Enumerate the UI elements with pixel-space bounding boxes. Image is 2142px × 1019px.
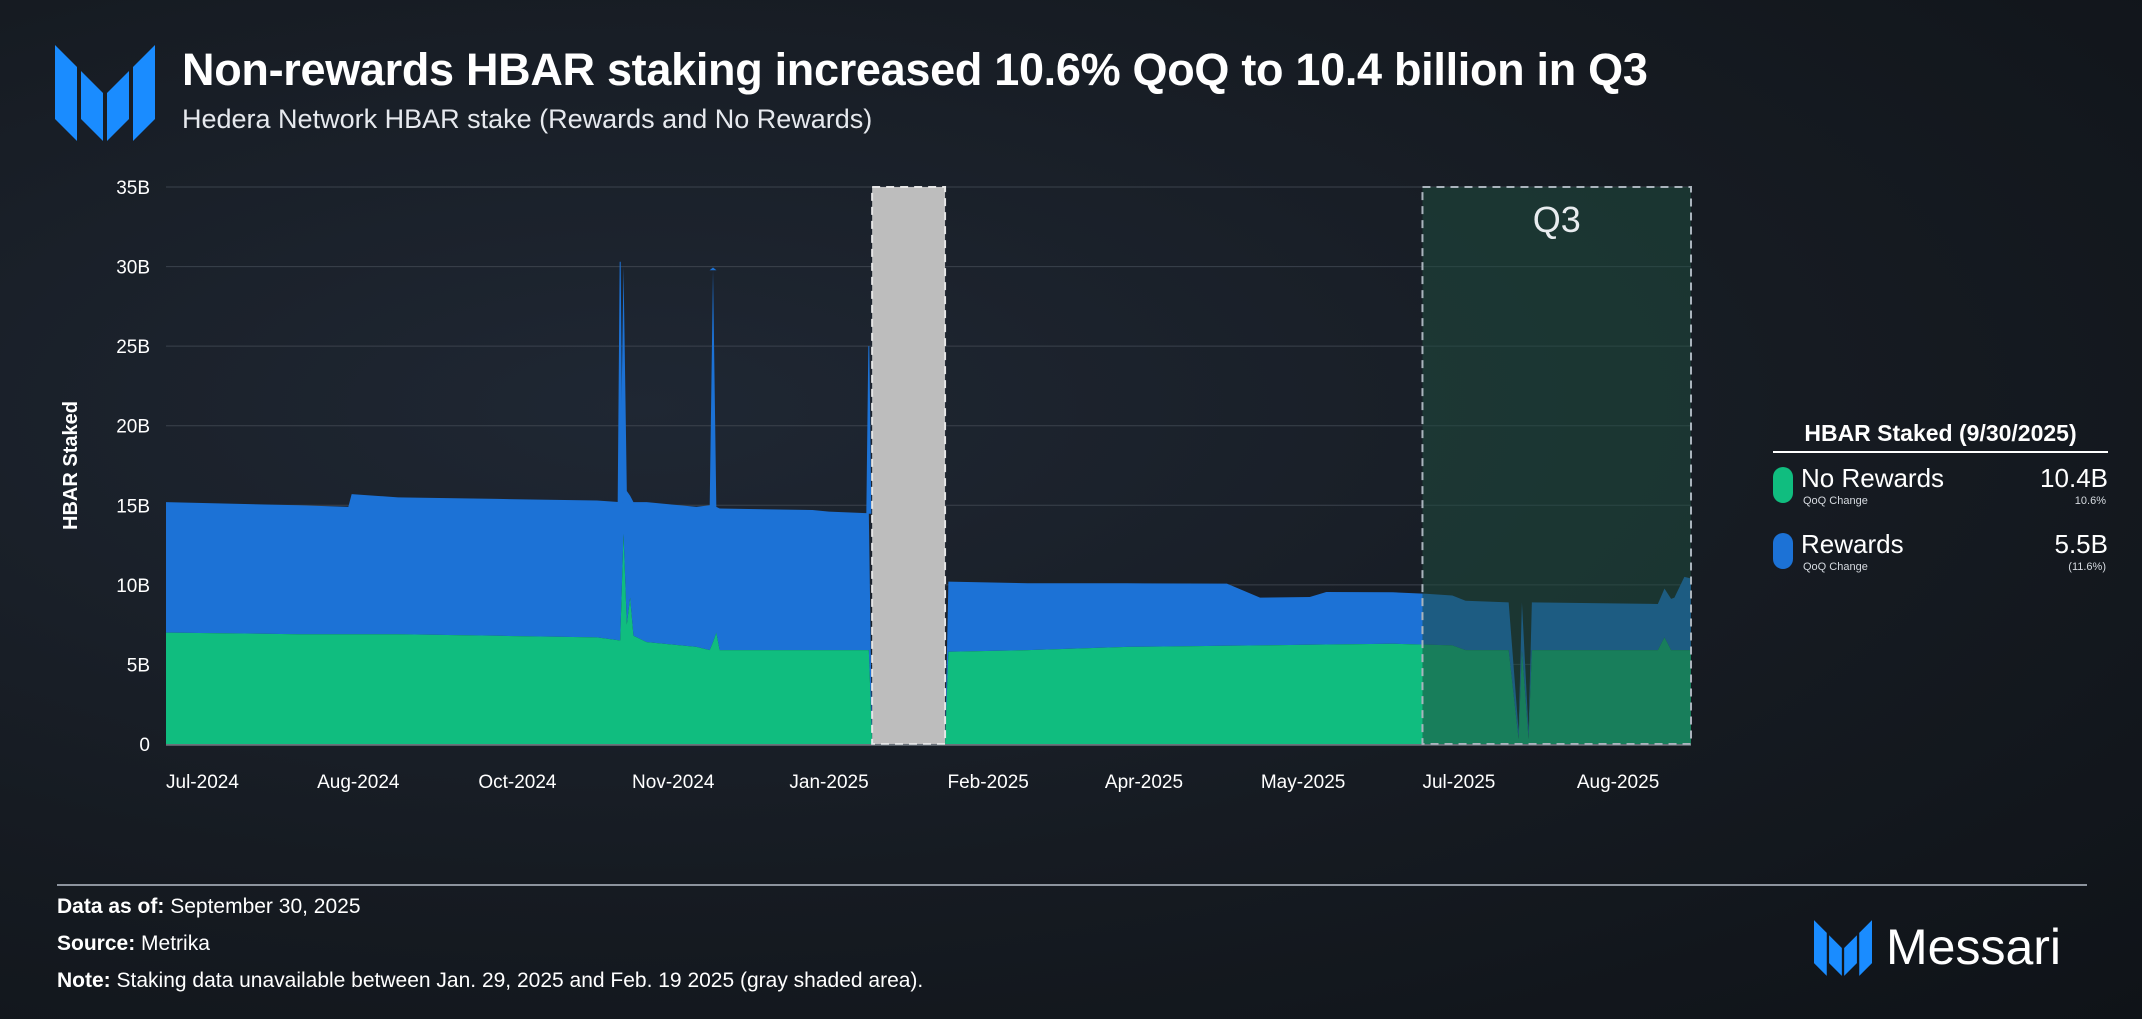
rewards-swatch [1773, 533, 1793, 569]
y-tick-label: 10B [116, 576, 150, 597]
legend-value: 5.5B [2054, 529, 2109, 559]
y-tick-label: 0 [139, 735, 150, 756]
y-tick-label: 30B [116, 258, 150, 279]
y-tick-label: 5B [127, 655, 150, 676]
footer-data-as-of: Data as of: September 30, 2025 [57, 895, 361, 919]
legend-sub: QoQ Change [1803, 561, 1868, 573]
legend-value: 10.4B [2040, 463, 2108, 493]
legend-sub: QoQ Change [1803, 495, 1868, 507]
x-tick-label: Aug-2025 [1577, 772, 1659, 793]
messari-logo-icon [55, 45, 155, 141]
no-rewards-area [166, 533, 1691, 744]
legend-item-rewards: Rewards QoQ Change 5.5B (11.6%) [1773, 529, 2108, 585]
x-tick-label: Jul-2024 [166, 772, 239, 793]
x-tick-label: Oct-2024 [478, 772, 557, 793]
x-tick-label: Jan-2025 [789, 772, 868, 793]
footer-note: Note: Staking data unavailable between J… [57, 969, 923, 993]
data-gap-region [871, 186, 947, 745]
footer-value: September 30, 2025 [170, 895, 361, 918]
legend-change: 10.6% [2074, 495, 2106, 507]
rewards-spike [866, 346, 872, 514]
y-tick-label: 20B [116, 417, 150, 438]
footer-source: Source: Metrika [57, 932, 210, 956]
legend-title: HBAR Staked (9/30/2025) [1773, 420, 2108, 453]
legend-label: Rewards [1801, 529, 1904, 559]
y-tick-label: 15B [116, 496, 150, 517]
brand-logo: Messari [1814, 918, 2094, 978]
y-tick-label: 25B [116, 337, 150, 358]
footer-value: Staking data unavailable between Jan. 29… [116, 969, 924, 992]
q3-label: Q3 [1533, 199, 1581, 240]
legend-label: No Rewards [1801, 463, 1945, 493]
x-tick-label: Jul-2025 [1422, 772, 1495, 793]
footer-divider [57, 884, 2087, 886]
x-tick-label: Feb-2025 [948, 772, 1029, 793]
x-tick-label: Apr-2025 [1105, 772, 1183, 793]
rewards-spike [617, 261, 623, 503]
footer-label: Note: [57, 969, 111, 992]
q3-highlight-region [1421, 186, 1693, 745]
chart-subtitle: Hedera Network HBAR stake (Rewards and N… [182, 104, 873, 134]
chart-title: Non-rewards HBAR staking increased 10.6%… [182, 44, 1648, 95]
x-tick-label: Aug-2024 [317, 772, 400, 793]
y-tick-label: 35B [116, 178, 150, 199]
messari-brand-icon [1814, 920, 1872, 976]
brand-name: Messari [1886, 919, 2062, 975]
footer-value: Metrika [141, 932, 210, 955]
rewards-spike [709, 267, 717, 271]
footer-label: Source: [57, 932, 136, 955]
y-axis-label: HBAR Staked [60, 401, 82, 530]
legend-change: (11.6%) [2068, 561, 2106, 573]
rewards-area [166, 266, 1691, 744]
x-tick-label: Nov-2024 [632, 772, 715, 793]
footer-label: Data as of: [57, 895, 165, 918]
legend-item-no-rewards: No Rewards QoQ Change 10.4B 10.6% [1773, 463, 2108, 519]
legend: HBAR Staked (9/30/2025) No Rewards QoQ C… [1773, 420, 2108, 585]
x-tick-label: May-2025 [1261, 772, 1346, 793]
no-rewards-swatch [1773, 467, 1793, 503]
